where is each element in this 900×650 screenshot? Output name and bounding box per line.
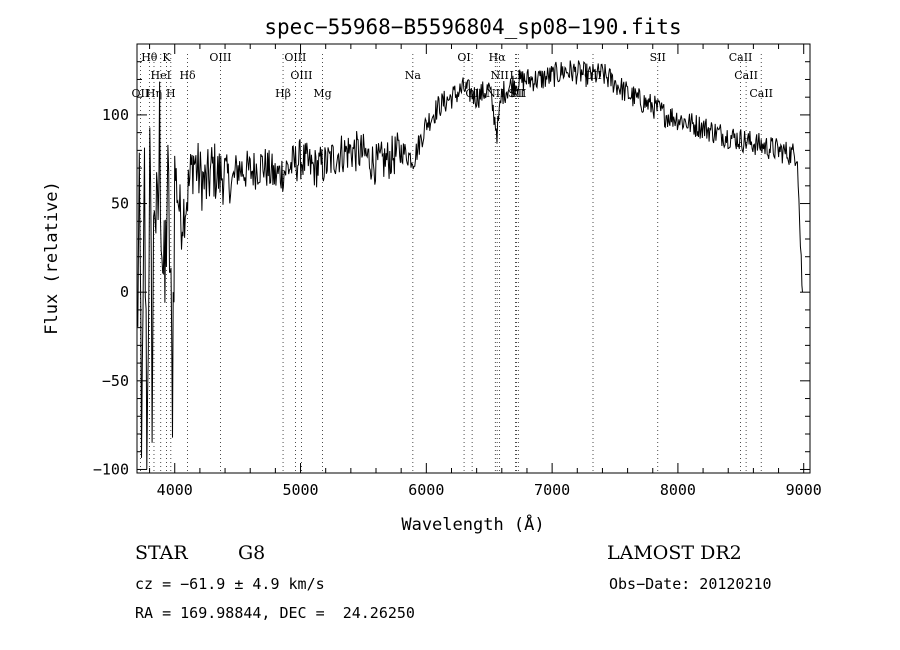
x-tick-label: 9000 [786, 481, 822, 499]
spectrum-series [136, 60, 803, 470]
line-marker-label: Hα [489, 51, 507, 64]
line-marker-label: Hβ [275, 87, 291, 100]
line-marker-label: Hη [146, 87, 162, 100]
x-tick-label: 7000 [534, 481, 570, 499]
line-marker-label: CaII [749, 87, 773, 100]
x-tick-label: 8000 [660, 481, 696, 499]
line-marker-label: OIII [290, 69, 312, 82]
object-subclass: G8 [238, 542, 266, 564]
survey-name: LAMOST DR2 [607, 542, 742, 564]
line-marker-label: NII [491, 69, 509, 82]
x-tick-label: 4000 [157, 481, 193, 499]
line-marker-label: Na [405, 69, 422, 82]
x-tick-label: 6000 [408, 481, 444, 499]
axis-ticks: 4000 5000 6000 7000 8000 9000 −100 −50 0 50 100 [93, 43, 822, 499]
line-marker-label: Hδ [179, 69, 196, 82]
line-marker-label: OIII [209, 51, 231, 64]
y-tick-label: 50 [111, 195, 129, 213]
line-marker-label: OII [132, 87, 150, 100]
line-marker-label: CaII [729, 51, 753, 64]
y-tick-label: −50 [102, 372, 129, 390]
line-marker-label: HeI [151, 69, 171, 82]
line-marker-label: LI [510, 69, 522, 82]
chart-title: spec−55968−B5596804_sp08−190.fits [264, 15, 681, 39]
line-marker-label: SII [650, 51, 666, 64]
object-class: STAR [135, 542, 188, 564]
line-marker-label: CaII [734, 69, 758, 82]
observation-date: Obs−Date: 20120210 [609, 575, 772, 593]
line-marker-label: OIII [284, 51, 306, 64]
line-marker-label: H [166, 87, 176, 100]
line-marker-label: Hθ [141, 51, 158, 64]
coordinates: RA = 169.98844, DEC = 24.26250 [135, 604, 415, 622]
y-axis-label: Flux (relative) [42, 181, 62, 335]
line-marker-label: K [162, 51, 171, 64]
y-tick-label: 100 [102, 106, 129, 124]
line-marker-label: Mg [313, 87, 331, 100]
x-tick-label: 5000 [282, 481, 318, 499]
y-tick-label: 0 [120, 283, 129, 301]
line-marker-label: NII [486, 87, 504, 100]
plot-frame [136, 43, 811, 474]
line-marker-label: OI [457, 51, 470, 64]
x-axis-label: Wavelength (Å) [401, 513, 544, 535]
redshift-velocity: cz = −61.9 ± 4.9 km/s [135, 575, 325, 593]
y-tick-label: −100 [93, 460, 129, 478]
